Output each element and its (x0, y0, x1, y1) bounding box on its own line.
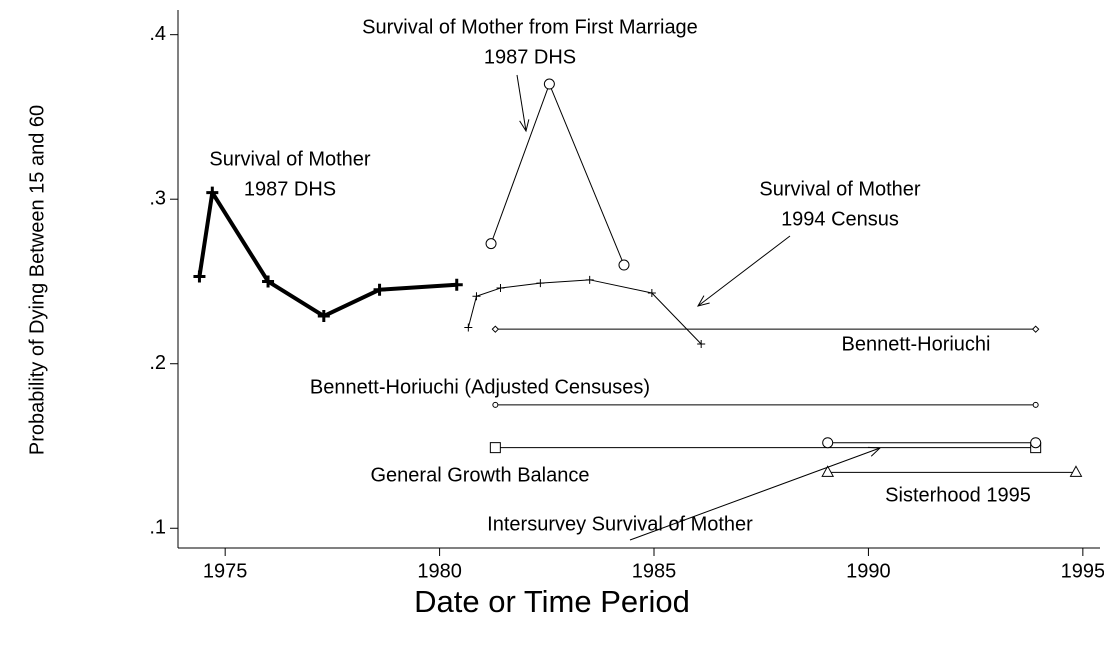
marker (647, 288, 656, 297)
x-tick-label: 1985 (632, 560, 677, 582)
annotation: Sisterhood 1995 (885, 484, 1031, 506)
annotation: 1987 DHS (484, 46, 576, 68)
marker (697, 339, 706, 348)
y-tick-label: .3 (149, 187, 166, 209)
marker (822, 437, 834, 449)
marker (193, 270, 206, 283)
marker (206, 186, 219, 199)
marker (317, 310, 330, 323)
y-tick-label: .4 (149, 23, 166, 45)
annotation: Bennett-Horiuchi (842, 333, 991, 355)
marker (585, 275, 594, 284)
marker (1069, 465, 1083, 477)
arrow (697, 235, 791, 307)
x-tick-label: 1980 (417, 560, 462, 582)
marker (489, 442, 501, 454)
annotation: General Growth Balance (370, 464, 589, 486)
marker (492, 401, 499, 408)
x-tick-label: 1995 (1061, 560, 1104, 582)
marker (450, 278, 463, 291)
series-line (490, 83, 625, 266)
arrow-head (519, 119, 530, 133)
annotation: Survival of Mother (759, 178, 921, 200)
marker (1031, 325, 1040, 333)
marker (543, 78, 555, 90)
x-tick-label: 1975 (203, 560, 248, 582)
arrow (629, 447, 881, 541)
y-tick-label: .1 (149, 517, 166, 539)
marker (496, 284, 505, 293)
marker (1032, 401, 1039, 408)
arrow-head (867, 446, 882, 457)
annotation: 1987 DHS (244, 178, 336, 200)
arrow-head (696, 295, 710, 307)
y-axis-title: Probability of Dying Between 15 and 60 (26, 105, 48, 455)
annotation: Survival of Mother from First Marriage (362, 16, 698, 38)
marker (464, 323, 473, 332)
annotation: Intersurvey Survival of Mother (487, 513, 753, 535)
marker (373, 283, 386, 296)
annotation: Survival of Mother (209, 148, 371, 170)
x-tick-label: 1990 (846, 560, 891, 582)
x-axis-title: Date or Time Period (414, 584, 690, 619)
annotation: 1994 Census (781, 208, 899, 230)
marker (491, 325, 500, 333)
marker (536, 279, 545, 288)
series-line (197, 190, 457, 319)
y-tick-label: .2 (149, 352, 166, 374)
arrow (516, 74, 527, 132)
marker (262, 275, 275, 288)
annotation: Bennett-Horiuchi (Adjusted Censuses) (310, 376, 650, 398)
marker (821, 465, 835, 477)
marker (485, 238, 497, 250)
marker (618, 259, 630, 271)
marker (472, 292, 481, 301)
marker (1030, 437, 1042, 449)
series-line (467, 279, 702, 345)
